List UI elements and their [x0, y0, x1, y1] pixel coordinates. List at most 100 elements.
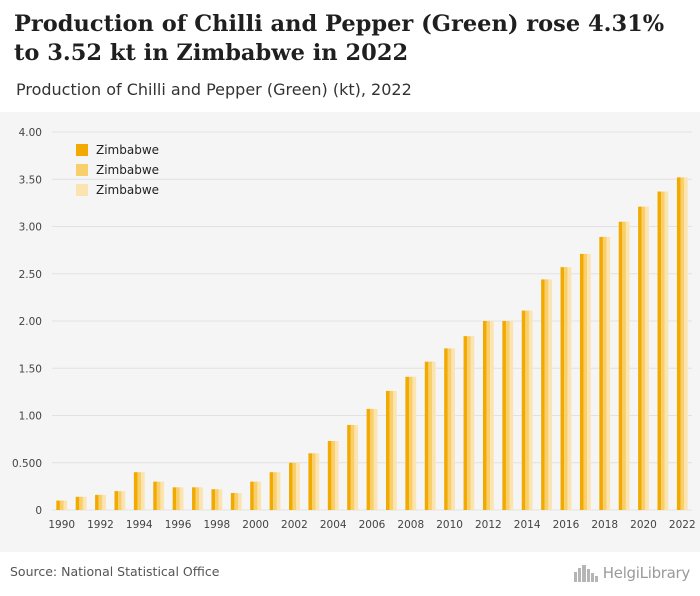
bar: [289, 462, 293, 510]
brand-logo: HelgiLibrary: [573, 561, 690, 585]
bar: [486, 321, 491, 510]
bar: [199, 487, 203, 510]
bar: [521, 310, 526, 510]
bar: [505, 321, 510, 510]
y-tick-label: 2.00: [19, 316, 42, 328]
source-note: Source: National Statistical Office: [10, 564, 220, 579]
bar: [160, 481, 165, 510]
bar: [308, 453, 313, 510]
bar: [218, 489, 223, 510]
bar: [176, 487, 180, 510]
chart-area: 0 0.500 1.00 1.50 2.00 2.50 3.00 3.50 4.00 1990 19…: [0, 112, 700, 552]
x-tick-label: 2004: [320, 519, 347, 531]
bar: [75, 496, 80, 510]
bar: [215, 489, 219, 510]
bar: [121, 491, 126, 510]
chart-subtitle: Production of Chilli and Pepper (Green) …: [16, 80, 412, 99]
bar: [467, 336, 471, 510]
bar: [269, 472, 274, 510]
bar: [137, 472, 142, 510]
bar: [638, 206, 642, 510]
bar: [509, 321, 514, 510]
bar: [273, 472, 277, 510]
bar: [544, 279, 549, 510]
y-tick-label: 3.00: [19, 222, 42, 234]
bar: [153, 481, 157, 510]
legend-label: Zimbabwe: [96, 163, 160, 177]
bar: [296, 462, 300, 510]
x-tick-label: 2014: [514, 519, 541, 531]
x-tick-label: 1990: [48, 519, 75, 531]
legend-label: Zimbabwe: [96, 143, 160, 157]
bar: [257, 481, 262, 510]
bar: [490, 321, 494, 510]
bar: [276, 472, 281, 510]
bar: [587, 253, 591, 510]
bar: [684, 177, 688, 511]
legend-item: Zimbabwe: [76, 180, 159, 200]
bar: [312, 453, 316, 510]
bar: [412, 376, 417, 510]
bar: [424, 361, 429, 510]
legend-swatch: [76, 184, 88, 196]
bar: [347, 424, 351, 510]
bar: [56, 500, 60, 510]
bar: [98, 494, 103, 510]
bar: [95, 494, 99, 510]
bar: [548, 279, 552, 510]
x-tick-label: 2016: [553, 519, 580, 531]
bar: [676, 177, 681, 511]
bar: [528, 310, 533, 510]
bar: [59, 500, 64, 510]
y-tick-label: 0: [35, 505, 42, 517]
bar: [567, 267, 572, 510]
x-tick-label: 2000: [242, 519, 269, 531]
y-tick-label: 4.00: [19, 127, 42, 139]
bar: [292, 462, 297, 510]
bar: [482, 321, 487, 510]
x-tick-label: 1992: [87, 519, 114, 531]
x-tick-label: 2020: [630, 519, 657, 531]
bar: [463, 336, 468, 510]
bar: [354, 424, 359, 510]
x-tick-label: 1998: [203, 519, 230, 531]
bar: [564, 267, 568, 510]
bar: [618, 221, 623, 510]
bar: [192, 487, 196, 510]
bar: [389, 390, 394, 510]
y-tick-label: 1.50: [19, 363, 42, 375]
bar: [385, 390, 390, 510]
bar: [253, 481, 258, 510]
bar: [661, 191, 665, 510]
chart-legend: Zimbabwe Zimbabwe Zimbabwe: [76, 140, 159, 200]
bar: [525, 310, 529, 510]
legend-swatch: [76, 164, 88, 176]
bar: [645, 206, 649, 510]
bar: [431, 361, 436, 510]
chart-title: Production of Chilli and Pepper (Green) …: [14, 11, 665, 66]
x-tick-label: 1996: [165, 519, 192, 531]
x-tick-label: 1994: [126, 519, 153, 531]
bar: [82, 496, 87, 510]
y-tick-label: 2.50: [19, 269, 42, 281]
bar: [583, 253, 588, 510]
bar: [428, 361, 432, 510]
x-tick-label: 2018: [591, 519, 618, 531]
bar: [370, 408, 374, 510]
x-tick-label: 2008: [397, 519, 424, 531]
x-tick-label: 2010: [436, 519, 463, 531]
bar: [541, 279, 545, 510]
bar: [599, 236, 603, 510]
bar: [502, 321, 506, 510]
bar: [602, 236, 607, 510]
bar: [560, 267, 565, 510]
bar: [373, 408, 378, 510]
bar: [179, 487, 184, 510]
bar: [118, 491, 122, 510]
chart-header: Production of Chilli and Pepper (Green) …: [0, 0, 700, 112]
bar: [79, 496, 83, 510]
legend-label: Zimbabwe: [96, 183, 160, 197]
bar: [230, 492, 235, 510]
bar: [172, 487, 177, 510]
